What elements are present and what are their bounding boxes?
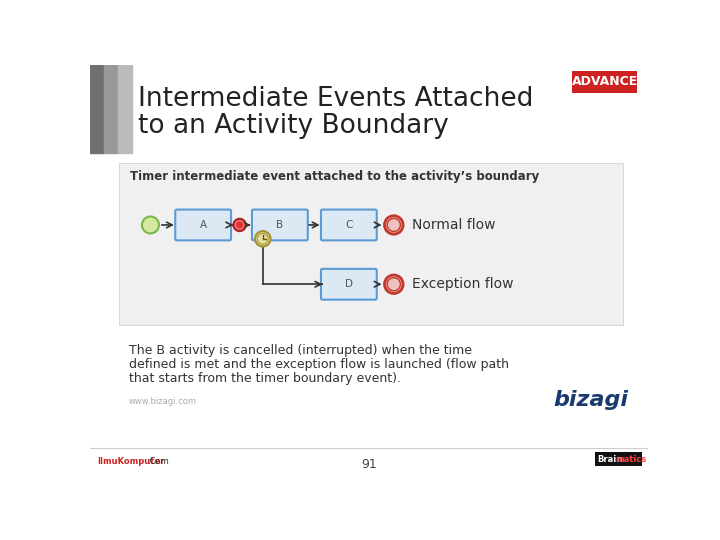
- Text: Brain: Brain: [598, 455, 623, 463]
- FancyBboxPatch shape: [120, 164, 624, 325]
- Text: Exception flow: Exception flow: [412, 277, 513, 291]
- Text: The B activity is cancelled (interrupted) when the time: The B activity is cancelled (interrupted…: [129, 345, 472, 357]
- Bar: [104, 65, 118, 153]
- Text: C: C: [345, 220, 353, 230]
- FancyBboxPatch shape: [252, 210, 307, 240]
- FancyBboxPatch shape: [175, 210, 231, 240]
- Text: that starts from the timer boundary event).: that starts from the timer boundary even…: [129, 372, 401, 385]
- Text: www.bizagi.com: www.bizagi.com: [129, 397, 197, 407]
- FancyBboxPatch shape: [321, 210, 377, 240]
- Text: A: A: [199, 220, 207, 230]
- Text: Normal flow: Normal flow: [412, 218, 495, 232]
- Text: D: D: [345, 279, 353, 289]
- Text: .Com: .Com: [148, 457, 169, 467]
- FancyBboxPatch shape: [321, 269, 377, 300]
- Text: B: B: [276, 220, 284, 230]
- Text: matics: matics: [616, 455, 647, 463]
- Text: to an Activity Boundary: to an Activity Boundary: [138, 112, 449, 139]
- Text: Timer intermediate event attached to the activity’s boundary: Timer intermediate event attached to the…: [130, 170, 539, 183]
- Circle shape: [255, 231, 271, 247]
- Text: bizagi: bizagi: [554, 390, 629, 410]
- Bar: [90, 65, 104, 153]
- Text: defined is met and the exception flow is launched (flow path: defined is met and the exception flow is…: [129, 358, 509, 371]
- Text: Intermediate Events Attached: Intermediate Events Attached: [138, 86, 534, 112]
- Circle shape: [384, 215, 403, 234]
- FancyBboxPatch shape: [572, 71, 637, 92]
- FancyBboxPatch shape: [595, 452, 642, 466]
- Text: 91: 91: [361, 457, 377, 470]
- Text: IlmuKomputer: IlmuKomputer: [98, 457, 165, 467]
- Circle shape: [233, 219, 246, 231]
- Circle shape: [384, 275, 403, 294]
- Bar: [118, 65, 132, 153]
- Text: ADVANCE: ADVANCE: [572, 75, 638, 88]
- Circle shape: [142, 217, 159, 233]
